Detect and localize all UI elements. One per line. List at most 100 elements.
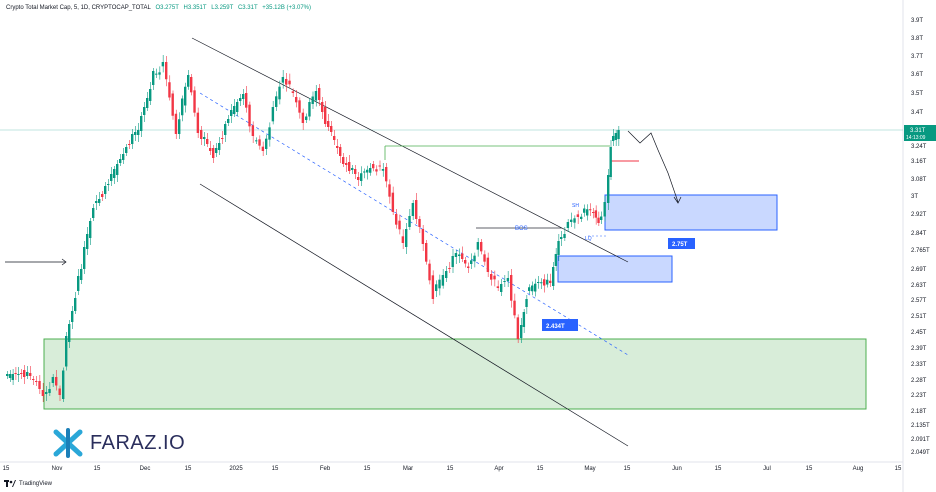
y-tick-label: 3.4T: [911, 110, 923, 116]
x-tick-label: Jul: [763, 466, 771, 472]
last-price-value: 3.31T: [910, 128, 926, 134]
candle-body: [200, 130, 203, 139]
candle-body: [540, 282, 543, 284]
candle-body: [363, 171, 366, 173]
candle-body: [178, 119, 181, 134]
candle-body: [77, 276, 80, 291]
candle-body: [510, 275, 513, 301]
candle-body: [101, 194, 104, 197]
candle-body: [35, 381, 38, 382]
watermark-text: FARAZ.IO: [90, 431, 186, 454]
x-tick-label: 15: [806, 466, 813, 472]
y-tick-label: 2.135T: [911, 423, 930, 429]
candle-body: [11, 374, 14, 380]
x-tick-label: 15: [447, 466, 454, 472]
candle-body: [549, 280, 552, 283]
candle-body: [184, 86, 187, 106]
candle-body: [86, 234, 89, 249]
y-tick-label: 3.24T: [911, 144, 927, 150]
candle-body: [187, 75, 190, 87]
x-tick-label: Dec: [140, 466, 151, 472]
candle-body: [83, 247, 86, 269]
candle-body: [473, 255, 476, 262]
candle-body: [29, 373, 32, 376]
candle-body: [534, 283, 537, 292]
candle-body: [92, 208, 95, 218]
y-axis-ticks: 3.9T 3.8T 3.7T 3.6T 3.5T 3.4T 3.24T 3.16T 3.08T 3…: [911, 18, 930, 456]
y-tick-label: 3.8T: [911, 36, 923, 42]
x-tick-label: Apr: [494, 466, 503, 472]
watermark-logo: FARAZ.IO: [52, 428, 185, 458]
candle-body: [131, 134, 134, 144]
faraz-logo-icon: [53, 428, 83, 458]
y-tick-label: 2.28T: [911, 378, 927, 384]
candle-body: [209, 148, 212, 151]
x-tick-label: 15: [185, 466, 192, 472]
candle-body: [398, 220, 401, 230]
candle-body: [388, 184, 391, 197]
candle-body: [196, 112, 200, 133]
y-tick-label: 2.92T: [911, 212, 927, 218]
candle-body: [8, 374, 12, 378]
candle-body: [357, 177, 360, 180]
candle-body: [520, 325, 523, 338]
candle-body: [218, 143, 221, 150]
candle-body: [560, 237, 563, 239]
candle-body: [428, 263, 431, 281]
candle-body: [239, 98, 242, 101]
candle-body: [233, 106, 236, 114]
candle-body: [458, 254, 461, 256]
candle-body: [493, 275, 496, 280]
candle-body: [110, 174, 113, 181]
candle-body: [395, 214, 398, 225]
candle-body: [592, 212, 595, 213]
candle-body: [275, 96, 278, 107]
candle-body: [372, 164, 375, 169]
candle-body: [95, 201, 98, 203]
sh-label: SH: [572, 203, 579, 209]
candle-body: [415, 200, 418, 219]
tradingview-icon: [4, 480, 16, 487]
candle-body: [58, 388, 61, 395]
candle-body: [537, 282, 540, 283]
y-tick-label: 3.16T: [911, 159, 927, 165]
candle-body: [149, 89, 152, 101]
left-arrow-head: [61, 258, 67, 266]
y-tick-label: 2.765T: [911, 248, 930, 254]
candle-body: [594, 210, 598, 218]
candle-body: [152, 71, 155, 85]
candle-body: [464, 260, 467, 264]
bos-label: BOS: [515, 226, 528, 232]
candle-body: [441, 275, 445, 286]
candle-body: [295, 97, 298, 103]
candle-body: [98, 199, 101, 203]
candle-body: [438, 279, 441, 289]
candle-body: [408, 216, 411, 227]
candle-body: [500, 284, 503, 292]
candle-body: [552, 267, 555, 286]
candle-body: [483, 254, 486, 262]
symbol-title[interactable]: Crypto Total Market Cap, 5, 1D, CRYPTOCA…: [6, 5, 151, 11]
candle-body: [193, 90, 196, 113]
channel-mid-line: [199, 92, 629, 356]
ohlc-open: O3.275T: [155, 5, 179, 11]
candle-body: [113, 169, 116, 178]
candle-body: [45, 392, 48, 394]
candle-body: [411, 203, 415, 216]
x-tick-label: May: [584, 466, 595, 472]
y-tick-label: 2.18T: [911, 409, 927, 415]
candle-body: [583, 208, 586, 213]
candle-body: [580, 216, 583, 219]
candle-body: [227, 119, 230, 123]
candle-body: [445, 271, 448, 278]
candle-body: [476, 242, 480, 250]
ohlc-close: C3.31T: [237, 5, 258, 11]
candle-body: [245, 93, 248, 108]
candle-body: [525, 299, 528, 307]
tradingview-logo[interactable]: TradingView: [4, 480, 52, 487]
tradingview-text: TradingView: [19, 480, 53, 487]
candle-body: [381, 169, 385, 171]
mid-zone-blue: [557, 255, 673, 283]
candle-body: [298, 100, 301, 113]
